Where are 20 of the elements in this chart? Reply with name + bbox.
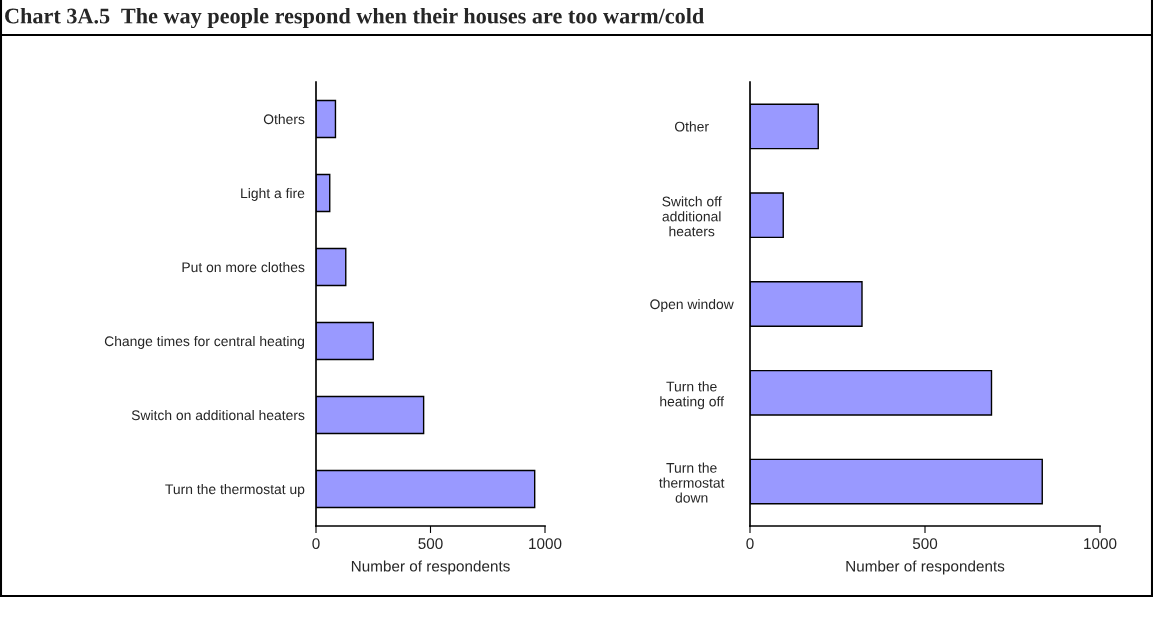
x-tick-label: 500 bbox=[418, 538, 443, 550]
y-tick-label: Turn the thermostat up bbox=[165, 483, 305, 497]
y-tick-label: Switch on additional heaters bbox=[131, 409, 305, 421]
x-axis-title: Number of respondents bbox=[846, 560, 1005, 575]
x-tick-label: 500 bbox=[912, 538, 938, 550]
chart-title: Chart 3A.5 The way people respond when their houses are too warm/cold bbox=[5, 7, 705, 29]
y-tick-label: Others bbox=[263, 113, 305, 125]
y-tick-label: Turn the thermostat down bbox=[659, 462, 725, 503]
y-tick-label: Other bbox=[674, 121, 709, 132]
y-tick-label: Light a fire bbox=[241, 187, 305, 201]
x-tick-label: 0 bbox=[746, 538, 754, 550]
x-tick-label: 1000 bbox=[1084, 538, 1117, 550]
y-tick-label: Turn the heating off bbox=[660, 381, 724, 410]
y-tick-label: Open window bbox=[650, 298, 734, 312]
y-tick-label: Change times for central heating bbox=[104, 335, 305, 349]
y-tick-label: Put on more clothes bbox=[182, 261, 305, 273]
y-tick-label: Switch off additional heaters bbox=[662, 196, 722, 237]
x-tick-label: 0 bbox=[312, 538, 320, 550]
x-tick-label: 1000 bbox=[529, 538, 562, 550]
x-axis-title: Number of respondents bbox=[351, 560, 510, 575]
